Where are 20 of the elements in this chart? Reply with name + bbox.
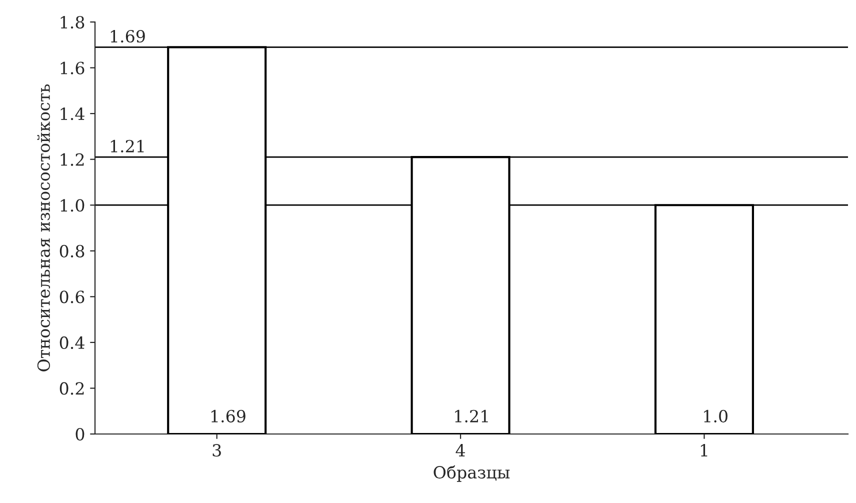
y-tick-label: 0.2 [60,382,84,395]
data-label: 1.0 [704,410,728,422]
y-tick-label: 1.8 [60,16,84,29]
y-tick-label: 1.4 [60,108,84,120]
y-tick-label: 0.6 [60,290,84,304]
data-label: 1.69 [211,410,246,422]
x-tick-label: 3 [212,444,221,457]
y-tick-label: 0.8 [60,244,84,258]
x-tick-label: 1 [700,444,708,456]
ref-line-label: 1.21 [110,140,144,152]
y-tick-label: 0 [76,428,84,441]
y-axis-title: Относительная износостойкость [37,84,50,372]
y-tick-label: 1.0 [60,199,84,212]
y-tick-label: 0.4 [60,336,84,350]
x-axis-title: Образцы [434,465,510,482]
y-tick-label: 1.6 [60,62,84,74]
x-tick-label: 4 [456,444,465,456]
ref-line-label: 1.69 [110,30,145,43]
data-label: 1.21 [455,410,488,422]
y-tick-label: 1.2 [60,153,84,166]
